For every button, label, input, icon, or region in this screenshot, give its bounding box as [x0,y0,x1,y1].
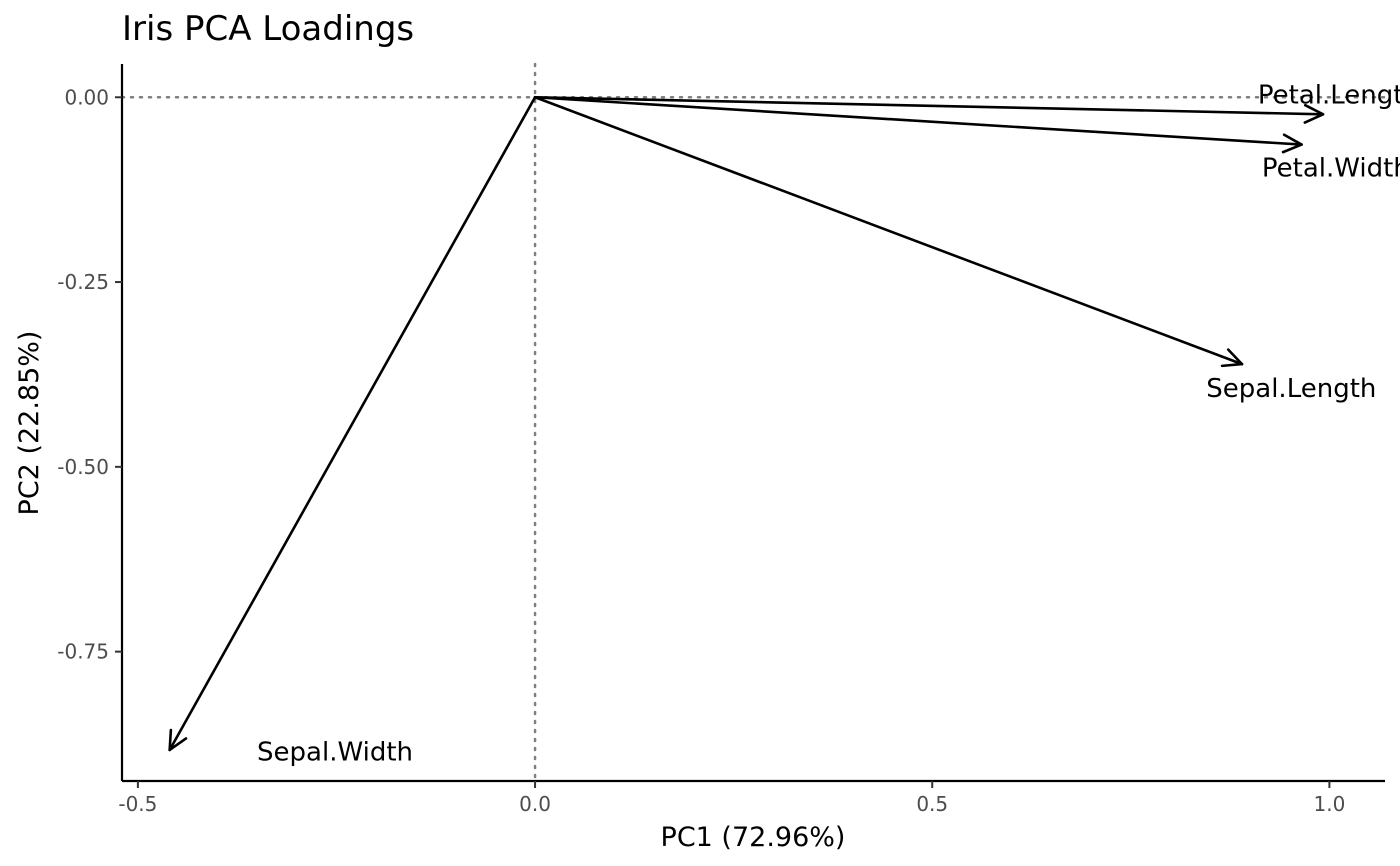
y-tick-label: -0.75 [57,640,109,664]
x-tick-label: 0.5 [916,792,948,816]
vector-shaft [533,95,1325,116]
vector-labels: Petal.Length Petal.Width Sepal.Length Sepal… [257,80,1400,767]
vector-label: Sepal.Length [1206,374,1376,404]
loading-vector [533,95,1244,368]
y-axis-title: PC2 (22.85%) [14,331,45,516]
vector-shaft [533,95,1303,146]
vector-label: Petal.Width [1262,153,1400,183]
loading-vector [533,95,1325,124]
loading-vector [533,95,1303,154]
vector-arrowhead [168,728,188,752]
loading-vectors [168,95,1325,752]
x-axis-title: PC1 (72.96%) [661,822,846,853]
reference-lines [120,62,1387,783]
vector-arrowhead [1303,103,1325,124]
vector-shaft [533,95,1244,366]
x-tick-label: 0.0 [519,792,551,816]
axes: -0.5 0.0 0.5 1.0 0.00 -0.25 -0.50 -0.75 [57,64,1385,816]
chart-title: Iris PCA Loadings [122,9,414,49]
x-tick-label: 1.0 [1313,792,1345,816]
y-tick-label: -0.50 [57,455,109,479]
x-tick-label: -0.5 [118,792,157,816]
vector-arrowhead [1281,133,1303,154]
vector-label: Sepal.Width [257,737,413,767]
y-tick-label: 0.00 [64,85,109,109]
loading-vector [168,95,537,752]
y-tick-label: -0.25 [57,270,109,294]
vector-shaft [168,95,537,752]
vector-label: Petal.Length [1258,80,1400,110]
vector-arrowhead [1220,348,1244,368]
